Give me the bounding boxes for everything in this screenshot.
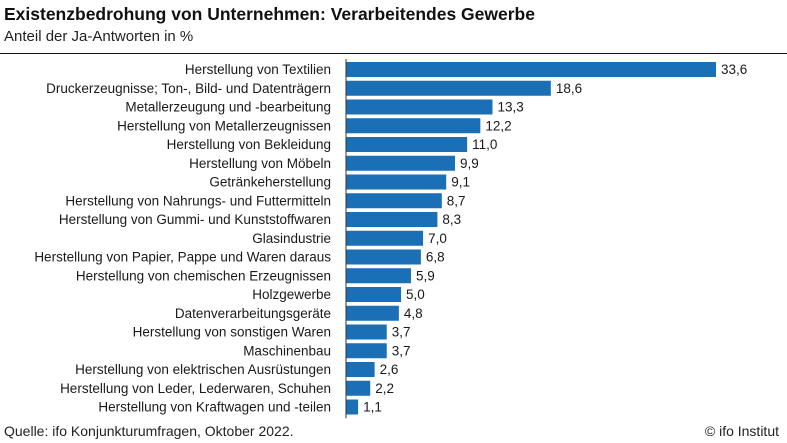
value-label: 2,2	[375, 381, 394, 396]
bar	[346, 324, 387, 340]
value-label: 6,8	[426, 250, 445, 265]
category-label: Holzgewerbe	[252, 287, 331, 302]
category-label: Herstellung von Papier, Pappe und Waren …	[34, 250, 331, 265]
bar	[346, 399, 359, 415]
bar-chart: Herstellung von Textilien 33,6 Druckerzeug…	[34, 59, 747, 419]
title-divider	[0, 53, 787, 54]
category-label: Herstellung von Gummi- und Kunststoffwar…	[59, 212, 331, 227]
value-label: 3,7	[392, 343, 411, 358]
category-label: Herstellung von Bekleidung	[167, 137, 331, 152]
chart-subtitle: Anteil der Ja-Antworten in %	[4, 28, 194, 45]
value-label: 13,3	[497, 100, 523, 115]
value-label: 1,1	[363, 400, 382, 415]
bar	[346, 62, 716, 77]
copyright-brand: © ifo Institut	[704, 423, 779, 439]
value-label: 3,7	[392, 325, 411, 340]
category-label: Herstellung von sonstigen Waren	[133, 325, 331, 340]
bar	[346, 212, 438, 227]
bar	[346, 380, 371, 396]
chart-title: Existenzbedrohung von Unternehmen: Verar…	[4, 4, 535, 24]
bar	[346, 99, 493, 115]
category-label: Herstellung von chemischen Erzeugnissen	[76, 268, 331, 283]
bar	[346, 362, 375, 377]
value-label: 18,6	[556, 81, 582, 96]
bar	[346, 343, 387, 359]
value-label: 5,9	[416, 268, 435, 283]
category-label: Herstellung von Metallerzeugnissen	[117, 118, 331, 133]
category-label: Datenverarbeitungsgeräte	[175, 306, 331, 321]
value-label: 5,0	[406, 287, 425, 302]
bar	[346, 193, 442, 209]
bar	[346, 230, 424, 246]
category-label: Metallerzeugung und -bearbeitung	[125, 100, 331, 115]
value-label: 11,0	[472, 137, 497, 152]
value-label: 12,2	[485, 118, 511, 133]
value-label: 2,6	[380, 362, 399, 377]
category-label: Getränkeherstellung	[209, 175, 331, 190]
category-label: Herstellung von elektrischen Ausrüstunge…	[75, 362, 331, 377]
bar	[346, 268, 411, 284]
value-label: 9,9	[460, 156, 479, 171]
category-label: Herstellung von Nahrungs- und Futtermitt…	[65, 193, 331, 208]
value-label: 8,3	[442, 212, 461, 227]
category-label: Herstellung von Kraftwagen und -teilen	[98, 400, 331, 415]
bar	[346, 305, 399, 321]
bar	[346, 118, 481, 134]
value-label: 8,7	[447, 193, 466, 208]
category-label: Maschinenbau	[243, 343, 331, 358]
value-label: 9,1	[451, 175, 470, 190]
bar	[346, 287, 402, 302]
bar	[346, 174, 447, 190]
source-note: Quelle: ifo Konjunkturumfragen, Oktober …	[4, 423, 294, 439]
bar	[346, 80, 551, 96]
bar	[346, 155, 456, 171]
category-label: Herstellung von Möbeln	[189, 156, 331, 171]
bar	[346, 249, 421, 265]
value-label: 4,8	[404, 306, 423, 321]
category-label: Herstellung von Leder, Lederwaren, Schuh…	[60, 381, 331, 396]
value-label: 7,0	[428, 231, 447, 246]
category-label: Glasindustrie	[252, 231, 331, 246]
category-label: Herstellung von Textilien	[185, 62, 331, 77]
value-label: 33,6	[721, 62, 747, 77]
category-label: Druckerzeugnisse; Ton-, Bild- und Datent…	[46, 81, 331, 96]
bar	[346, 137, 468, 152]
